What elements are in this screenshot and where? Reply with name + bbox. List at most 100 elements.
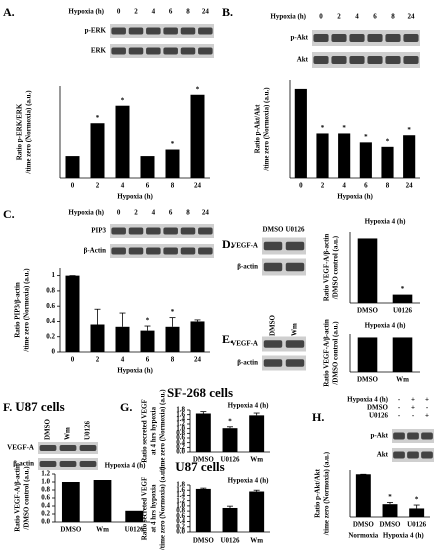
x-tick-label: DMSO: [193, 456, 215, 464]
blot-row-label: VEGF-A: [231, 340, 258, 348]
significance: *: [196, 85, 200, 93]
blot-band: [163, 247, 178, 255]
blot-band: [385, 34, 401, 42]
x-tick-label: DMSO: [357, 376, 379, 384]
blot-row-label: β-actin: [237, 359, 258, 367]
y-tick-label: 1.8: [176, 406, 185, 414]
blot-band: [285, 262, 305, 272]
x-tick-label: 2: [96, 356, 100, 364]
bar: [65, 275, 80, 352]
y-tick-label: 1.6: [176, 410, 185, 418]
y-axis-label: /time zero (Normoxia) (a.u.): [323, 451, 331, 536]
blot-header: Hypoxia (h): [68, 209, 104, 217]
blot-row-label: β-actin: [13, 460, 34, 468]
lane-label: 4: [152, 209, 156, 217]
significance: *: [386, 137, 390, 145]
panel-label: F.: [3, 400, 12, 414]
blot-row-label: Akt: [297, 56, 309, 64]
x-tick-label: Wm: [250, 456, 263, 464]
x-tick-label: Wm: [96, 526, 109, 534]
blot-band: [111, 247, 126, 255]
blot-band: [39, 445, 57, 451]
blot-band: [39, 461, 57, 467]
blot-header: Hypoxia (h): [68, 8, 104, 16]
blot-band: [263, 241, 283, 251]
blot-band: [128, 227, 144, 235]
blot-band: [198, 47, 213, 55]
y-tick-label: 0.4: [41, 502, 50, 510]
blot-band: [146, 47, 161, 55]
blot-band: [403, 34, 419, 42]
x-tick-label: U0126: [393, 307, 413, 315]
group-label: Hypoxia 4 (h): [383, 532, 425, 540]
bar: [125, 510, 144, 522]
bar: [357, 337, 378, 372]
lane-label: DMSO: [44, 418, 52, 440]
bar: [392, 337, 413, 372]
bar: [190, 94, 205, 178]
bar: [195, 413, 211, 452]
blot-band: [79, 461, 97, 467]
bar: [165, 149, 180, 178]
y-tick-label: 0.2: [41, 510, 50, 518]
y-tick-label: 0.2: [176, 522, 185, 530]
y-tick-label: 0.0: [176, 528, 185, 536]
group-label: Normoxia: [348, 532, 378, 540]
blot-band: [128, 27, 144, 35]
bar: [338, 133, 351, 178]
x-tick-label: U0126: [220, 537, 240, 545]
y-tick-label: 0.6: [41, 494, 50, 502]
blot-band: [285, 340, 305, 348]
blot-band: [407, 432, 419, 440]
x-tick-label: 0: [71, 356, 75, 364]
y-axis-label: at 4 hrs hypoxia: [150, 406, 158, 455]
x-tick-label: DMSO: [353, 521, 375, 529]
panel-label: E.: [222, 332, 233, 346]
blot-row-label: PIP3: [91, 227, 106, 235]
bar: [381, 146, 394, 178]
blot-row-label: VEGF-A: [7, 444, 34, 452]
x-tick-label: U0126: [220, 456, 240, 464]
y-axis-label: Ratio VEGF-A/β-actin: [14, 464, 22, 532]
condition-sign: +: [411, 404, 415, 412]
x-tick-label: 24: [194, 182, 202, 190]
y-tick-label: 0.8: [176, 429, 185, 437]
x-tick-label: 8: [171, 356, 175, 364]
x-tick-label: 4: [121, 182, 125, 190]
blot-band: [367, 34, 383, 42]
y-axis-label: Ratio secreted VEGF: [141, 477, 149, 541]
blot-band: [163, 227, 178, 235]
bar: [316, 133, 329, 178]
y-tick-label: 0: [52, 348, 56, 356]
blot-band: [59, 445, 77, 451]
lane-label: Wm: [291, 323, 299, 336]
blot-band: [111, 227, 126, 235]
panel-label: A.: [3, 5, 15, 19]
blot-row-label: p-Akt: [290, 34, 308, 42]
x-tick-label: 4: [121, 356, 125, 364]
y-tick-label: 0.4: [46, 317, 55, 325]
lane-label: U0126: [84, 420, 92, 440]
significance: *: [171, 308, 175, 316]
y-tick-label: 1.0: [176, 424, 185, 432]
significance: *: [171, 140, 175, 148]
x-tick-label: 4: [342, 182, 346, 190]
lane-label: 24: [202, 209, 210, 217]
y-axis-label: at 4 hrs hypoxia: [150, 484, 158, 533]
x-tick-label: 2: [321, 182, 325, 190]
blot-band: [59, 461, 77, 467]
cell-line-title: U87 cells: [175, 459, 224, 474]
blot-band: [367, 56, 383, 64]
blot-band: [198, 247, 213, 255]
blot-band: [349, 34, 365, 42]
blot-band: [198, 227, 213, 235]
panel-label: C.: [3, 207, 15, 221]
x-tick-label: U0126: [407, 521, 427, 529]
chart-title: Hypoxia 4 (h): [365, 322, 407, 330]
bar: [195, 488, 211, 532]
y-tick-label: 0.0: [41, 518, 50, 526]
blot-band: [421, 432, 433, 440]
blot-band: [163, 47, 178, 55]
blot-header: Hypoxia (h): [270, 13, 306, 21]
